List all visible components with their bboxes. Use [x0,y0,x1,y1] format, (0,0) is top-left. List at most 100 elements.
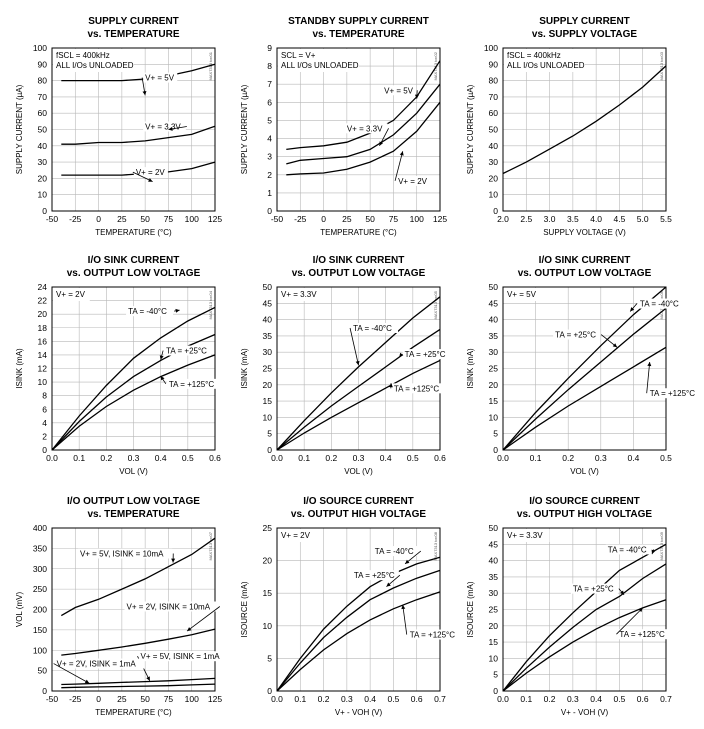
series-line [502,286,667,451]
y-tick-label: 0 [493,206,498,216]
y-tick-label: 4 [42,418,47,428]
note-text: SCL = V+ [281,51,316,60]
series-line [502,543,667,692]
x-tick-label: 0.4 [590,694,602,704]
y-tick-label: 250 [33,584,47,594]
plot-frame [276,286,441,451]
annotation-leader [618,588,625,596]
note-text: ALL I/Os UNLOADED [56,61,134,70]
x-tick-label: 0.5 [407,453,419,463]
annotation-label: V+ = 5V [384,86,414,95]
plot-frame [276,527,441,692]
x-tick-label: -50 [46,694,59,704]
annotation: V+ = 5V [382,85,419,99]
y-tick-label: 15 [263,588,273,598]
y-tick-label: 70 [489,92,499,102]
annotation-leader [416,90,418,99]
y-tick-label: 30 [489,347,499,357]
x-tick-label: 0.5 [182,453,194,463]
chart-subtitle: vs. SUPPLY VOLTAGE [531,29,638,40]
annotation: TA = +25°C [351,570,401,587]
x-tick-label: 125 [433,214,447,224]
arrow-head-icon [619,590,625,595]
arrow-head-icon [168,126,173,131]
y-axis-label: ISINK (mA) [240,348,249,389]
x-tick-label: 0.3 [567,694,579,704]
y-tick-label: 15 [263,396,273,406]
x-tick-label: 0.3 [128,453,140,463]
x-tick-label: 75 [164,214,174,224]
x-tick-label: 0.4 [364,694,376,704]
x-tick-label: 0.0 [497,453,509,463]
series-line [286,60,441,151]
x-tick-label: 5.5 [660,214,672,224]
x-tick-label: 50 [365,214,375,224]
x-tick-label: 0.0 [271,453,283,463]
annotation: V+ = 2V [394,151,431,186]
y-tick-label: 20 [489,380,499,390]
arrow-head-icon [399,352,404,358]
annotation-leader [402,604,408,635]
y-tick-label: 5 [493,429,498,439]
y-tick-label: 100 [33,645,47,655]
annotation: TA = +125°C [388,383,444,394]
plot-frame [502,47,667,212]
x-tick-label: 2.0 [497,214,509,224]
part-mark: MAX7313 toc03 [659,51,664,80]
x-tick-label: 0.1 [298,453,310,463]
y-axis-label: SUPPLY CURRENT (µA) [240,84,249,174]
y-tick-label: 15 [489,637,499,647]
x-tick-label: 4.0 [590,214,602,224]
x-tick-label: 0.4 [380,453,392,463]
x-tick-label: 0.6 [637,694,649,704]
x-tick-label: 0.6 [434,453,446,463]
series-line [502,346,667,451]
chart-subtitle: vs. OUTPUT LOW VOLTAGE [291,268,426,279]
y-tick-label: 50 [489,523,499,533]
annotation: V+ = 5V, ISINK = 1mA [137,651,229,681]
y-tick-label: 12 [38,364,48,374]
part-mark: MAX7313 toc08 [433,531,438,560]
y-tick-label: 50 [489,125,499,135]
x-tick-label: 75 [389,214,399,224]
annotation-label: TA = -40°C [608,545,647,554]
x-tick-label: 0.7 [660,694,672,704]
x-axis-label: TEMPERATURE (°C) [320,228,397,237]
y-tick-label: 20 [263,556,273,566]
annotation-leader [186,606,221,632]
note-text: V+ = 3.3V [507,531,543,540]
x-tick-label: 0.2 [100,453,112,463]
y-axis-label: SUPPLY CURRENT (µA) [15,84,24,174]
y-tick-label: 200 [33,605,47,615]
x-tick-label: 0.5 [660,453,672,463]
annotation: TA = +25°C [553,329,618,348]
arrow-head-icon [148,178,153,182]
y-tick-label: 0 [267,686,272,696]
chart-title: I/O SOURCE CURRENT [529,496,640,507]
x-tick-label: 0.3 [341,694,353,704]
x-tick-label: 0.0 [497,694,509,704]
chart-title: STANDBY SUPPLY CURRENT [288,16,429,27]
arrow-head-icon [405,559,410,564]
y-tick-label: 5 [493,670,498,680]
note-text: ALL I/Os UNLOADED [281,61,359,70]
note-text: fSCL = 400kHz [56,51,110,60]
y-tick-label: 45 [263,298,273,308]
grid [51,47,216,212]
annotation-label: V+ = 5V, ISINK = 10mA [80,550,164,559]
y-tick-label: 0 [267,445,272,455]
y-tick-label: 3 [267,152,272,162]
y-tick-label: 0 [42,686,47,696]
annotation-leader [600,334,618,348]
series-line [276,591,441,692]
y-tick-label: 40 [489,141,499,151]
x-tick-label: 0 [321,214,326,224]
x-tick-label: -25 [294,214,307,224]
x-tick-label: -50 [46,214,59,224]
annotation-label: V+ = 2V, ISINK = 10mA [127,603,211,612]
chart-title: I/O OUTPUT LOW VOLTAGE [67,496,200,507]
grid [276,47,441,212]
x-tick-label: 50 [140,694,150,704]
